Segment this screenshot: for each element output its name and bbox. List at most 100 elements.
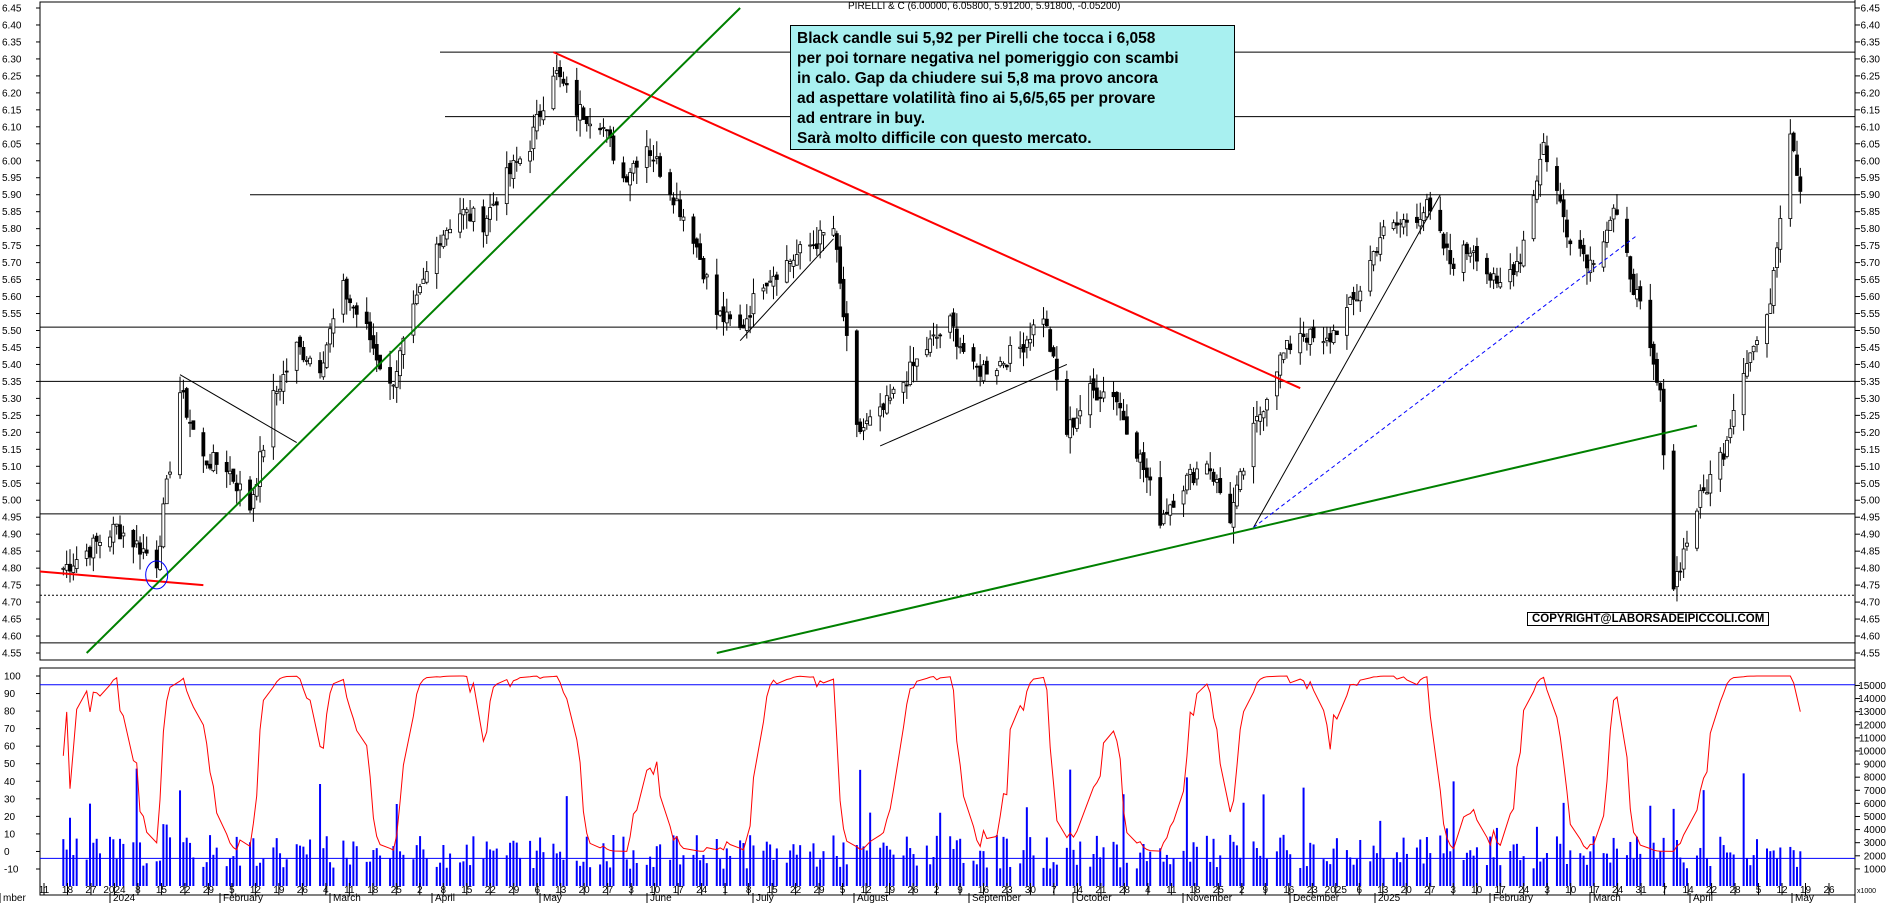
price-tick-label-right: 4.80 — [1861, 564, 1881, 575]
candle-body — [751, 293, 756, 315]
candle-body — [1681, 548, 1686, 570]
candle-body — [1728, 428, 1733, 438]
osc-tick-label: 100 — [4, 672, 21, 683]
candle-body — [1238, 471, 1243, 490]
price-tick-label-left: 6.35 — [2, 37, 22, 48]
candle-body — [1611, 207, 1616, 220]
candle-body — [721, 306, 726, 323]
candle-body — [1401, 219, 1406, 228]
candle-body — [1771, 270, 1776, 306]
candle-body — [1118, 402, 1123, 409]
candle-body — [318, 360, 322, 374]
candle-body — [1114, 392, 1119, 403]
candle-body — [1655, 358, 1659, 383]
x-tick-label: 27 — [602, 885, 614, 896]
candle-body — [484, 218, 489, 236]
x-tick-label: 27 — [85, 885, 97, 896]
candle-body — [1628, 256, 1633, 280]
x-tick-label: 3 — [628, 885, 634, 896]
candle-body — [1218, 478, 1223, 494]
candle-body — [604, 129, 609, 132]
candle-body — [88, 546, 92, 558]
osc-tick-label: 80 — [4, 707, 16, 718]
candle-body — [1448, 250, 1453, 265]
candle-body — [1521, 239, 1526, 267]
price-tick-label-left: 5.10 — [2, 462, 22, 473]
candle-body — [934, 336, 939, 339]
candle-body — [1214, 479, 1219, 483]
candle-body — [701, 257, 706, 280]
candle-body — [234, 482, 239, 492]
candle-body — [1778, 218, 1783, 250]
month-label: March — [1593, 893, 1621, 903]
candle-body — [1798, 176, 1803, 192]
candle-body — [348, 298, 352, 304]
candle-body — [1768, 303, 1773, 314]
candle-body — [814, 243, 819, 249]
candle-body — [658, 156, 663, 177]
candle-body — [1495, 275, 1499, 284]
candle-body — [374, 344, 379, 361]
candle-body — [861, 427, 866, 432]
candle-body — [1418, 219, 1423, 227]
candle-body — [1191, 472, 1196, 484]
candle-body — [1601, 241, 1606, 268]
candle-body — [1148, 476, 1153, 481]
candle-body — [704, 274, 709, 278]
price-tick-label-right: 5.35 — [1861, 377, 1881, 388]
candle-body — [1741, 373, 1746, 416]
candle-body — [1535, 180, 1539, 200]
candle-body — [351, 306, 356, 309]
candle-body — [278, 388, 282, 392]
candle-body — [411, 303, 416, 336]
price-tick-label-left: 4.75 — [2, 581, 22, 592]
osc-tick-label: 50 — [4, 759, 16, 770]
candle-body — [1658, 382, 1663, 391]
candle-body — [601, 127, 606, 129]
candle-body — [998, 361, 1003, 367]
price-tick-label-left: 6.05 — [2, 139, 22, 150]
osc-tick-label: 30 — [4, 794, 16, 805]
x-tick-label: 9 — [1263, 885, 1269, 896]
candle-body — [1018, 346, 1023, 349]
x-tick-label: 18 — [1189, 885, 1201, 896]
candle-body — [1301, 333, 1306, 337]
price-tick-label-left: 6.15 — [2, 105, 22, 116]
volume-tick-label: 8000 — [1864, 773, 1887, 784]
candle-body — [1208, 468, 1213, 472]
candle-body — [1438, 209, 1443, 232]
x-tick-label: 6 — [1356, 885, 1362, 896]
candle-body — [1605, 229, 1609, 243]
x-tick-label: 8 — [746, 885, 752, 896]
candle-body — [1755, 340, 1759, 345]
candle-body — [1274, 371, 1279, 397]
candle-body — [1471, 250, 1476, 253]
candle-body — [371, 335, 376, 349]
candle-body — [541, 110, 546, 121]
candle-body — [1671, 450, 1676, 590]
candle-body — [788, 261, 793, 264]
candle-body — [1561, 199, 1566, 218]
candle-body — [631, 163, 636, 174]
candle-body — [1028, 338, 1033, 344]
candle-body — [1775, 247, 1779, 268]
x-tick-label: 15 — [767, 885, 779, 896]
x-tick-label: 3 — [1544, 885, 1550, 896]
price-tick-label-left: 6.30 — [2, 54, 22, 65]
candle-body — [1321, 341, 1326, 344]
candle-body — [1368, 260, 1373, 292]
candle-body — [1415, 216, 1419, 223]
price-tick-label-left: 5.45 — [2, 343, 22, 354]
candle-body — [948, 315, 953, 333]
note-line: in calo. Gap da chiudere sui 5,8 ma prov… — [797, 70, 1158, 87]
price-tick-label-left: 5.00 — [2, 496, 22, 507]
candle-body — [1675, 571, 1679, 588]
candle-body — [364, 311, 369, 325]
x-tick-label: 24 — [1612, 885, 1624, 896]
month-label: April — [435, 893, 455, 903]
price-tick-label-left: 5.35 — [2, 377, 22, 388]
candle-body — [1698, 490, 1703, 508]
candle-body — [694, 238, 699, 248]
candle-body — [91, 537, 96, 559]
